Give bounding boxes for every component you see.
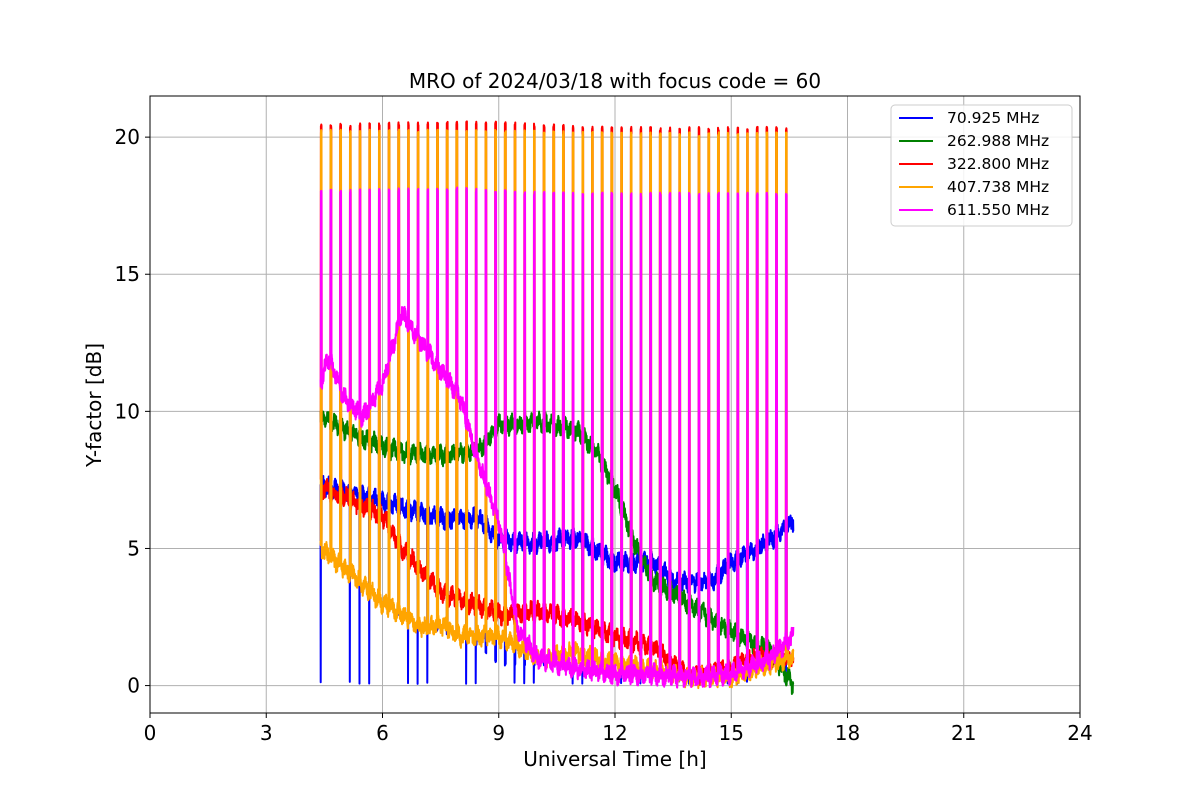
y-tick-label: 10	[115, 399, 140, 423]
chart-title: MRO of 2024/03/18 with focus code = 60	[409, 69, 821, 93]
x-tick-label: 24	[1067, 721, 1092, 745]
y-axis-label: Y-factor [dB]	[82, 343, 106, 468]
y-tick-label: 0	[127, 674, 140, 698]
legend: 70.925 MHz 262.988 MHz 322.800 MHz 407.738 …	[890, 104, 1073, 227]
legend-label: 70.925 MHz	[947, 109, 1039, 127]
x-tick-label: 21	[951, 721, 976, 745]
y-tick-label: 20	[115, 125, 140, 149]
series-group	[319, 120, 795, 695]
legend-label: 611.550 MHz	[947, 201, 1049, 219]
x-tick-label: 6	[376, 721, 389, 745]
legend-label: 262.988 MHz	[947, 132, 1049, 150]
x-tick-label: 12	[602, 721, 627, 745]
x-tick-label: 18	[835, 721, 860, 745]
x-tick-label: 9	[492, 721, 505, 745]
series-line-611-550-mhz	[319, 186, 795, 689]
x-axis-label: Universal Time [h]	[523, 747, 706, 771]
y-tick-label: 5	[127, 536, 140, 560]
legend-label: 407.738 MHz	[947, 178, 1049, 196]
x-tick-label: 15	[719, 721, 744, 745]
ticks: 0 3 6 9 12 15 18 21 24 0 5 10 15 20	[115, 125, 1093, 745]
legend-box	[890, 104, 1073, 227]
x-tick-label: 3	[260, 721, 273, 745]
legend-label: 322.800 MHz	[947, 155, 1049, 173]
y-tick-label: 15	[115, 262, 140, 286]
x-tick-label: 0	[144, 721, 157, 745]
